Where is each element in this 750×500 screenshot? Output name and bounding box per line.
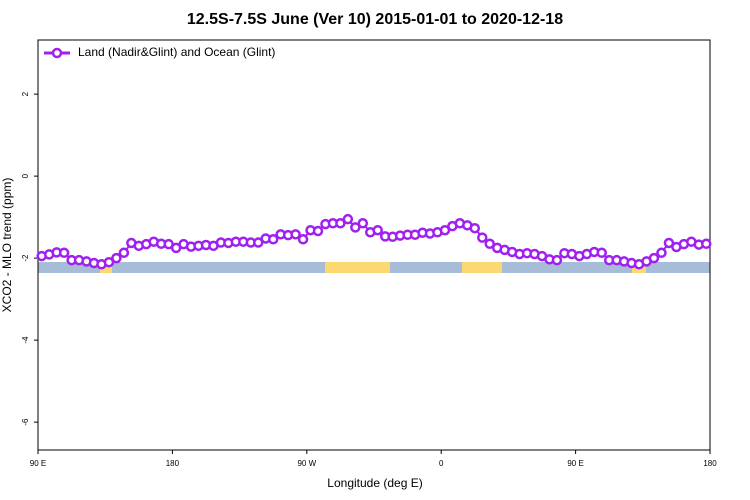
x-tick-label: 0 bbox=[439, 459, 444, 468]
point bbox=[357, 218, 369, 229]
point bbox=[596, 247, 607, 259]
point bbox=[290, 229, 301, 240]
point bbox=[701, 238, 712, 250]
point bbox=[439, 224, 451, 236]
point bbox=[312, 225, 324, 237]
point bbox=[663, 237, 675, 249]
point bbox=[648, 252, 660, 264]
point bbox=[118, 247, 130, 259]
legend-marker bbox=[51, 47, 63, 59]
land-band bbox=[100, 267, 112, 273]
point bbox=[484, 238, 495, 250]
x-tick-label: 90 E bbox=[30, 459, 46, 468]
y-tick-label: -4 bbox=[21, 336, 30, 344]
chart-title: 12.5S-7.5S June (Ver 10) 2015-01-01 to 2… bbox=[187, 11, 563, 28]
point bbox=[342, 213, 354, 225]
point bbox=[297, 234, 309, 245]
point bbox=[350, 222, 361, 233]
point bbox=[551, 254, 563, 266]
y-axis-label: XCO2 - MLO trend (ppm) bbox=[0, 178, 14, 313]
point bbox=[111, 252, 122, 264]
point bbox=[469, 222, 481, 234]
point bbox=[267, 234, 279, 245]
point bbox=[58, 247, 70, 259]
point bbox=[253, 237, 264, 248]
point bbox=[103, 256, 115, 268]
x-tick-label: 90 E bbox=[567, 459, 583, 468]
x-tick-label: 90 W bbox=[297, 459, 316, 468]
surface-strip bbox=[38, 262, 710, 273]
y-tick-label: 2 bbox=[21, 91, 30, 96]
point bbox=[477, 232, 488, 243]
land-band bbox=[632, 267, 646, 273]
y-tick-label: -2 bbox=[21, 254, 30, 262]
x-tick-label: 180 bbox=[166, 459, 180, 468]
y-tick-label: -6 bbox=[21, 418, 30, 426]
land-band bbox=[325, 262, 390, 273]
x-axis-label: Longitude (deg E) bbox=[327, 476, 422, 490]
y-tick-label: 0 bbox=[21, 173, 30, 178]
land-band bbox=[462, 262, 502, 273]
x-tick-label: 180 bbox=[703, 459, 717, 468]
point bbox=[656, 247, 667, 259]
point bbox=[335, 218, 346, 229]
legend-label: Land (Nadir&Glint) and Ocean (Glint) bbox=[78, 45, 275, 59]
point bbox=[372, 224, 383, 236]
